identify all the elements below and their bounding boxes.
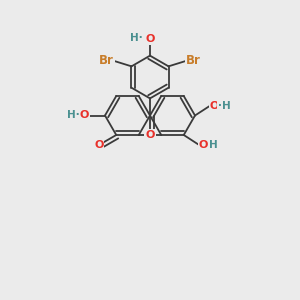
- Text: H: H: [209, 140, 218, 150]
- Text: H·: H·: [130, 33, 143, 43]
- Text: Br: Br: [186, 54, 201, 68]
- Text: ·H: ·H: [218, 101, 231, 111]
- Text: O: O: [94, 140, 104, 150]
- Text: O: O: [145, 130, 155, 140]
- Text: H·: H·: [67, 110, 79, 121]
- Text: O: O: [79, 110, 88, 121]
- Text: O: O: [199, 140, 208, 150]
- Text: Br: Br: [99, 54, 114, 68]
- Text: O: O: [145, 34, 155, 44]
- Text: O: O: [210, 101, 219, 111]
